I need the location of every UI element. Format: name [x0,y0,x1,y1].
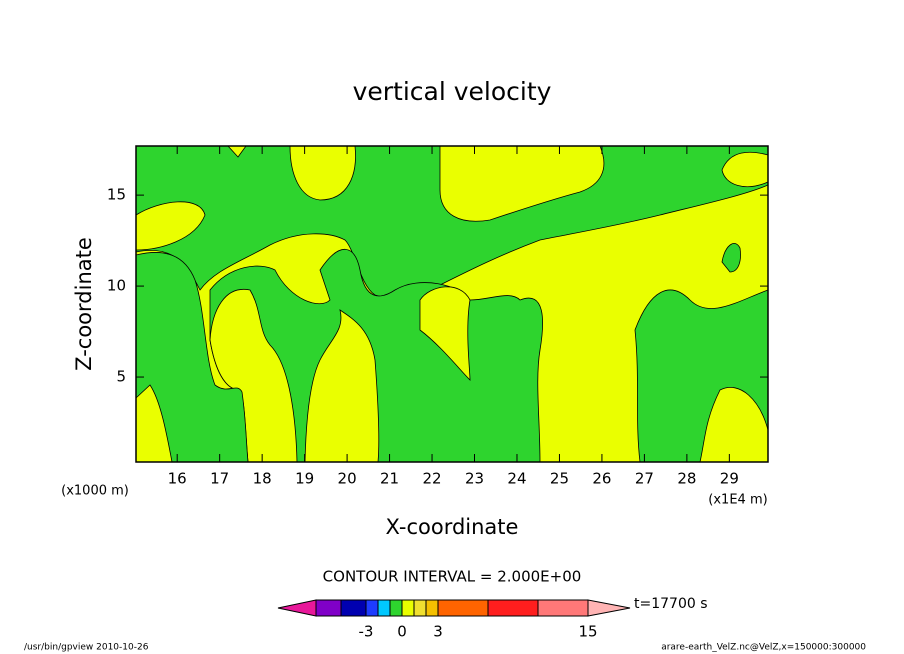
x-tick-label: 19 [295,470,314,488]
x-unit-label: (x1000 m) [61,484,129,499]
footer: arare-earth_VelZ.nc@VelZ,x=150000:300000 [661,643,866,653]
contour-region [439,145,605,222]
colorbar-tick-label: 15 [578,623,597,641]
colorbar-segment [401,599,415,617]
colorbar-segment [425,599,439,617]
contour-region [289,145,356,201]
colorbar-segment [413,599,427,617]
colorbar-segment [537,599,589,617]
chart-title: vertical velocity [353,77,552,106]
colorbar-segment [487,599,539,617]
x-tick-label: 25 [550,470,569,488]
x-tick-label: 23 [465,470,484,488]
contour-field [135,145,769,463]
x-tick-label: 17 [210,470,229,488]
colorbar-tick-label: 0 [397,623,407,641]
x-tick-label: 28 [677,470,696,488]
colorbar-segment [277,599,317,617]
colorbar-segment [377,599,391,617]
colorbar-tick-label: -3 [359,623,374,641]
y-tick-label: 5 [116,368,126,386]
colorbar-segment [587,599,631,617]
x-tick-label: 24 [507,470,526,488]
contour-region [304,309,380,463]
contour-region [135,252,249,463]
x-tick-label: 16 [168,470,187,488]
x-tick-label: 21 [380,470,399,488]
time-label: t=17700 s [634,596,708,612]
contour-region [419,286,471,381]
colorbar-segment [315,599,342,617]
footer: /usr/bin/gpview 2010-10-26 [24,643,149,653]
y-tick-label: 10 [107,277,126,295]
x-tick-label: 29 [720,470,739,488]
x-tick-label: 26 [592,470,611,488]
contour-region [135,201,206,251]
x-unit-label: (x1E4 m) [708,493,767,508]
colorbar-segment [389,599,403,617]
colorbar-segment [365,599,379,617]
x-tick-label: 20 [338,470,357,488]
y-axis-title: Z-coordinate [72,237,96,371]
contour-interval: CONTOUR INTERVAL = 2.000E+00 [323,568,582,586]
x-tick-label: 22 [422,470,441,488]
contour-region [634,289,769,463]
x-tick-label: 18 [253,470,272,488]
y-tick-label: 15 [107,186,126,204]
colorbar-segment [437,599,489,617]
colorbar-segment [340,599,367,617]
x-axis-title: X-coordinate [386,515,519,539]
contour-region [721,243,741,273]
colorbar-tick-label: 3 [433,623,443,641]
plot-frame [135,145,769,463]
x-tick-label: 27 [635,470,654,488]
